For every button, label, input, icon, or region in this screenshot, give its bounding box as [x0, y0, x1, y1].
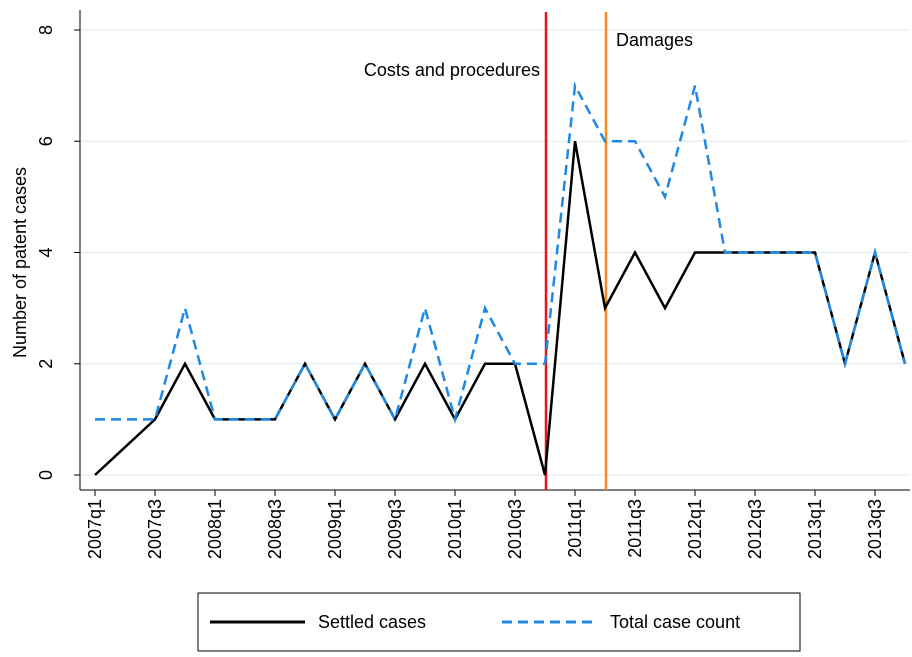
x-tick-label: 2013q3: [865, 499, 885, 559]
x-tick-label: 2010q3: [505, 499, 525, 559]
y-axis-label: Number of patent cases: [10, 167, 30, 358]
y-tick-label: 8: [36, 25, 56, 35]
x-tick-label: 2012q1: [685, 499, 705, 559]
x-tick-label: 2007q1: [85, 499, 105, 559]
series-line: [95, 81, 907, 425]
x-tick-label: 2011q3: [625, 499, 645, 558]
x-tick-label: 2011q1: [565, 499, 585, 558]
x-tick-label: 2008q1: [205, 499, 225, 559]
y-tick-label: 0: [36, 470, 56, 480]
legend-label: Total case count: [610, 612, 740, 632]
x-tick-label: 2008q3: [265, 499, 285, 559]
vline-label: Costs and procedures: [364, 60, 540, 80]
y-tick-label: 4: [36, 247, 56, 257]
x-tick-label: 2010q1: [445, 499, 465, 559]
x-tick-label: 2009q3: [385, 499, 405, 559]
x-tick-label: 2012q3: [745, 499, 765, 559]
series-line: [94, 141, 907, 476]
x-tick-label: 2013q1: [805, 499, 825, 559]
x-tick-label: 2009q1: [325, 499, 345, 559]
vline-label: Damages: [616, 30, 693, 50]
legend-label: Settled cases: [318, 612, 426, 632]
y-tick-label: 6: [36, 136, 56, 146]
x-tick-label: 2007q3: [145, 499, 165, 559]
y-tick-label: 2: [36, 359, 56, 369]
